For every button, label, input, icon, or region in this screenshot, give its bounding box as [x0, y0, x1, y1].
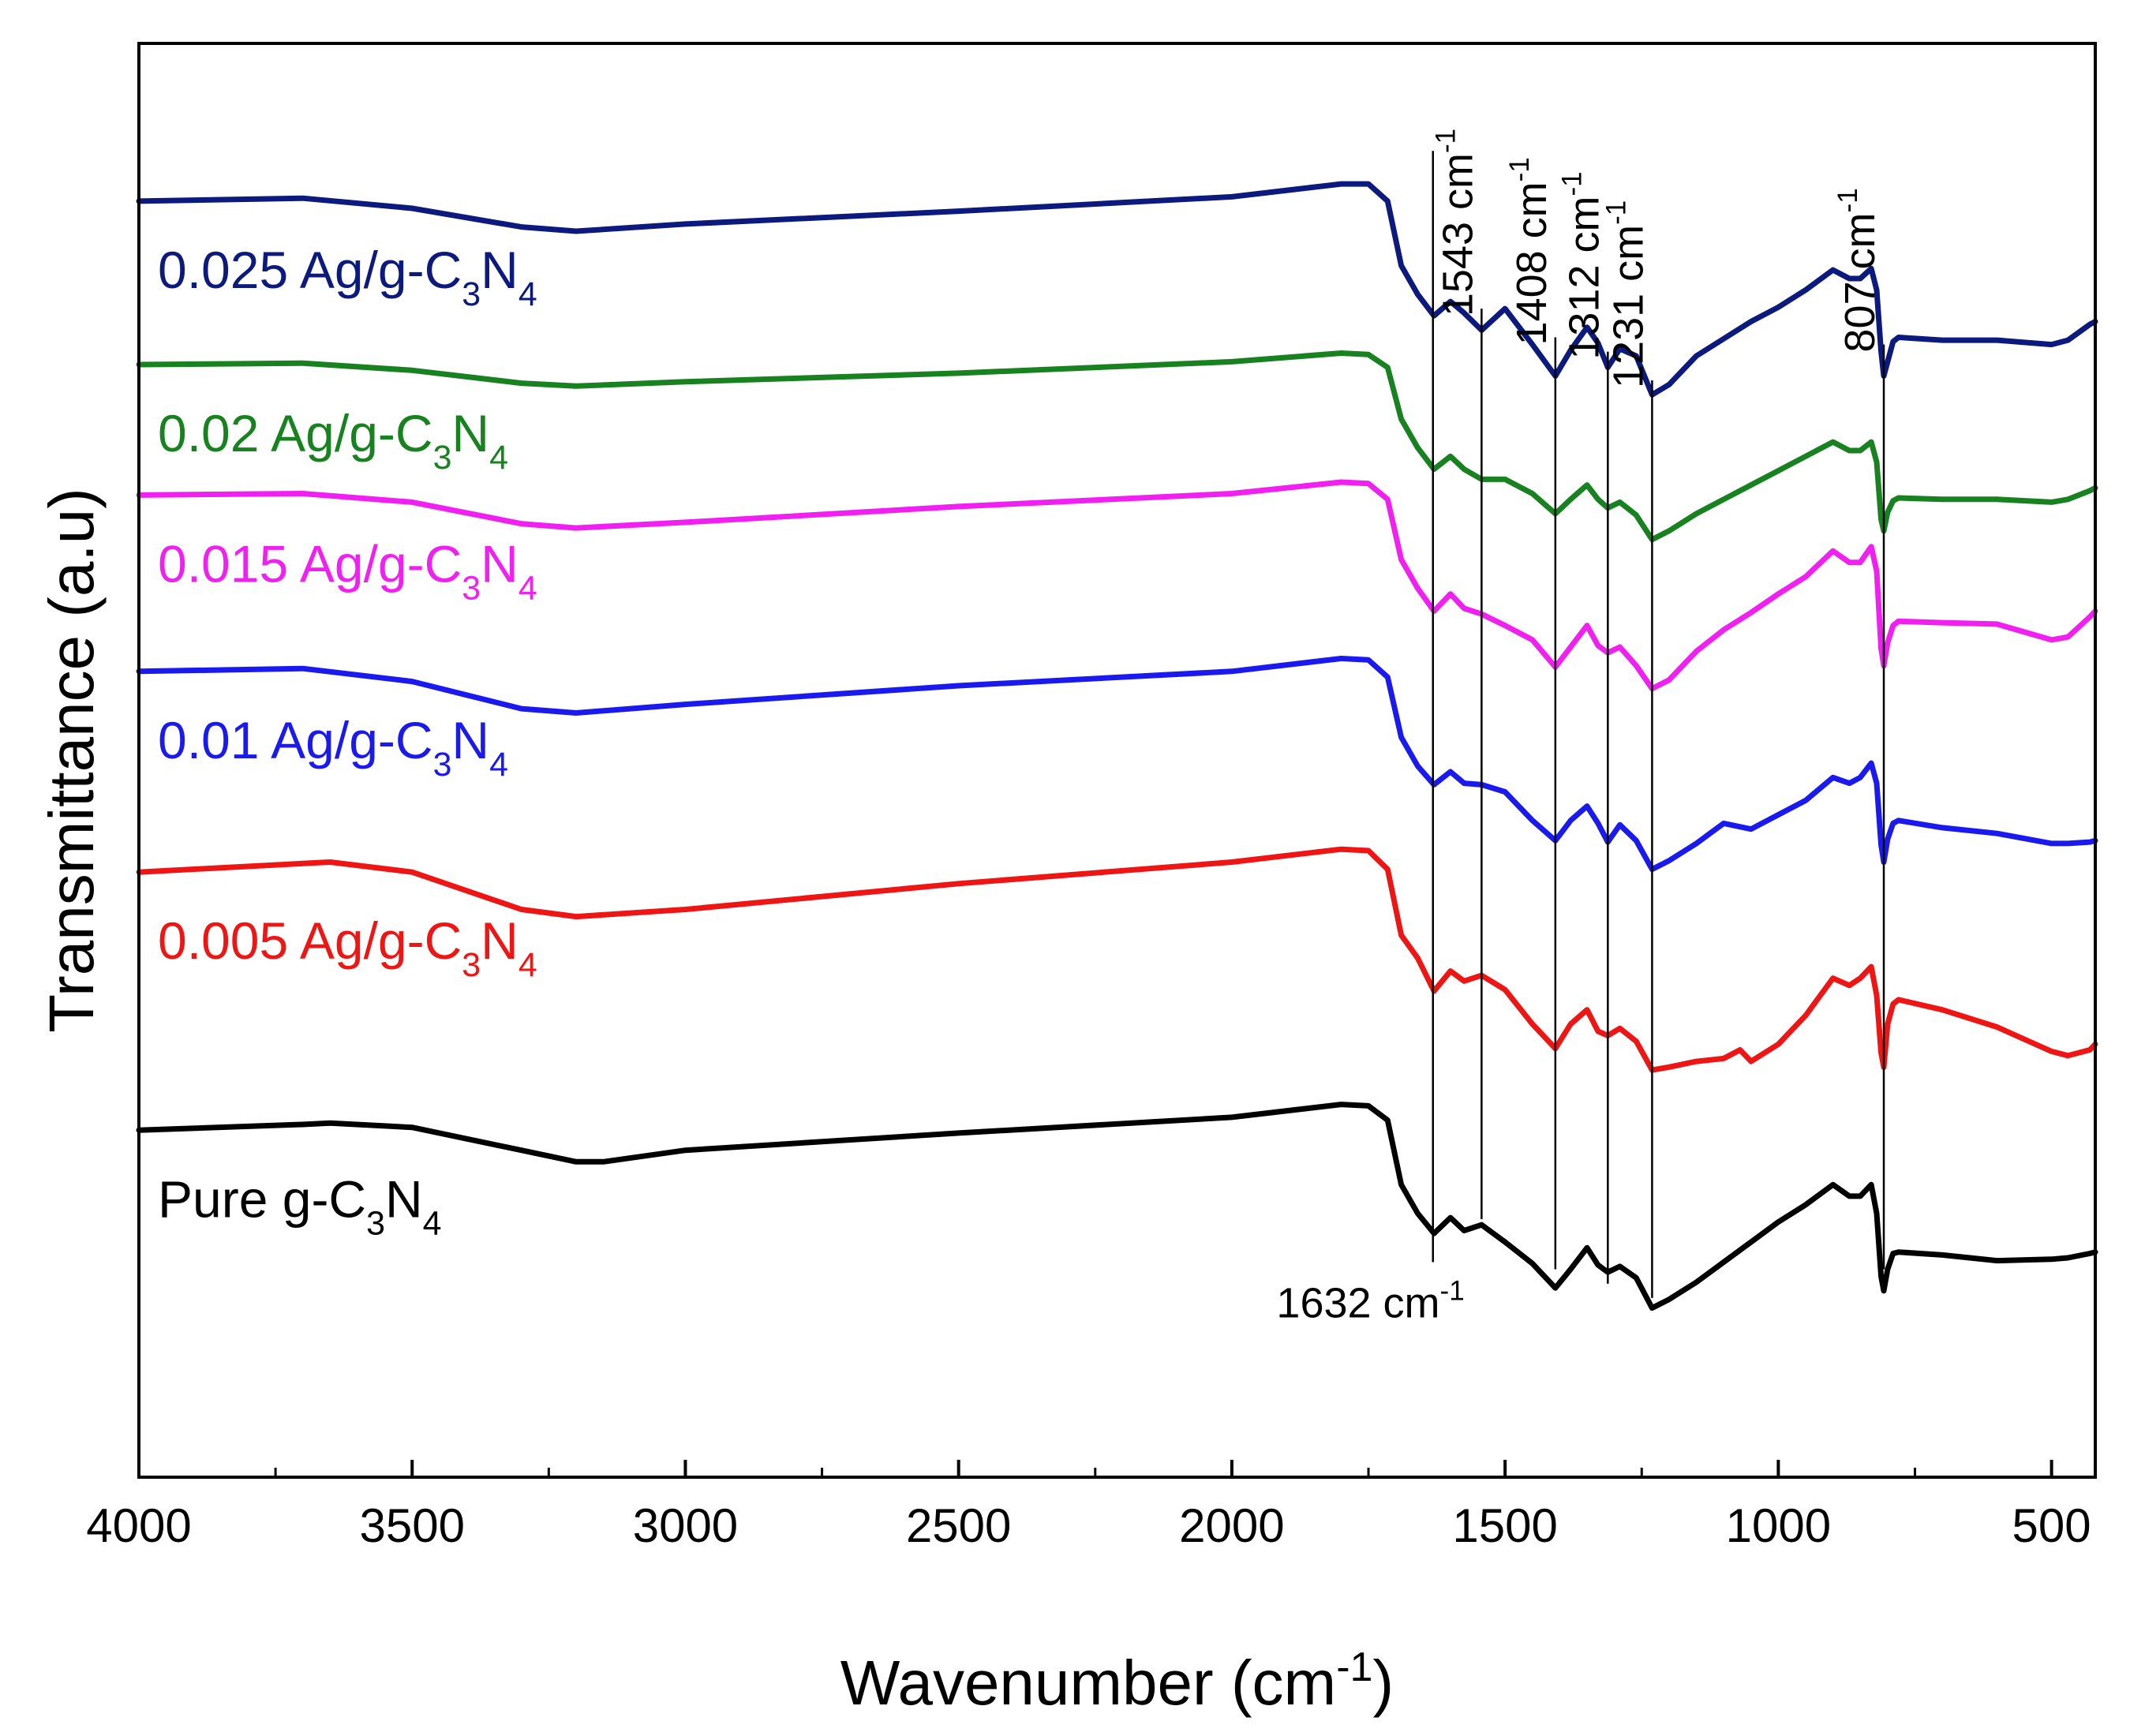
x-tick-label: 4000	[86, 1499, 191, 1552]
series-line	[136, 846, 2098, 1073]
series-label: 0.005 Ag/g-C3N4	[158, 911, 537, 984]
series-label: 0.02 Ag/g-C3N4	[158, 404, 508, 477]
series-label: Pure g-C3N4	[158, 1169, 442, 1242]
x-tick-label: 2500	[906, 1499, 1011, 1552]
peak-label: 1408 cm-1	[1504, 157, 1555, 345]
series-line	[136, 181, 2098, 398]
x-axis-title: Wavenumber (cm-1)	[840, 1644, 1394, 1718]
series-line	[136, 656, 2098, 873]
peak-label: 1632 cm-1	[1276, 1275, 1464, 1326]
peak-label: 807 cm-1	[1832, 188, 1884, 352]
plot-frame	[137, 42, 2097, 1479]
series-label: 0.025 Ag/g-C3N4	[158, 241, 537, 313]
x-tick-label: 1000	[1726, 1499, 1831, 1552]
y-axis-title: Transmittance (a.u)	[36, 488, 107, 1033]
series-line	[136, 479, 2098, 692]
series-label: 0.015 Ag/g-C3N4	[158, 534, 537, 607]
series-label-layer: 0.025 Ag/g-C3N4 0.02 Ag/g-C3N4 0.015 Ag/g-…	[158, 241, 537, 1242]
peak-label: 1543 cm-1	[1430, 129, 1481, 316]
x-tick-label: 500	[2012, 1499, 2091, 1552]
peak-label: 1312 cm-1	[1556, 171, 1608, 359]
x-tick-label: 3500	[359, 1499, 464, 1552]
x-tick-label: 2000	[1179, 1499, 1284, 1552]
peak-label: 1231 cm-1	[1600, 200, 1652, 388]
x-tick-label: 3000	[633, 1499, 738, 1552]
series-label: 0.01 Ag/g-C3N4	[158, 711, 508, 784]
series-line	[136, 350, 2098, 543]
x-tick-label: 1500	[1452, 1499, 1557, 1552]
x-axis-ticks: 4000 3500 3000 2500 2000 1500 1000 500	[86, 1460, 2091, 1552]
